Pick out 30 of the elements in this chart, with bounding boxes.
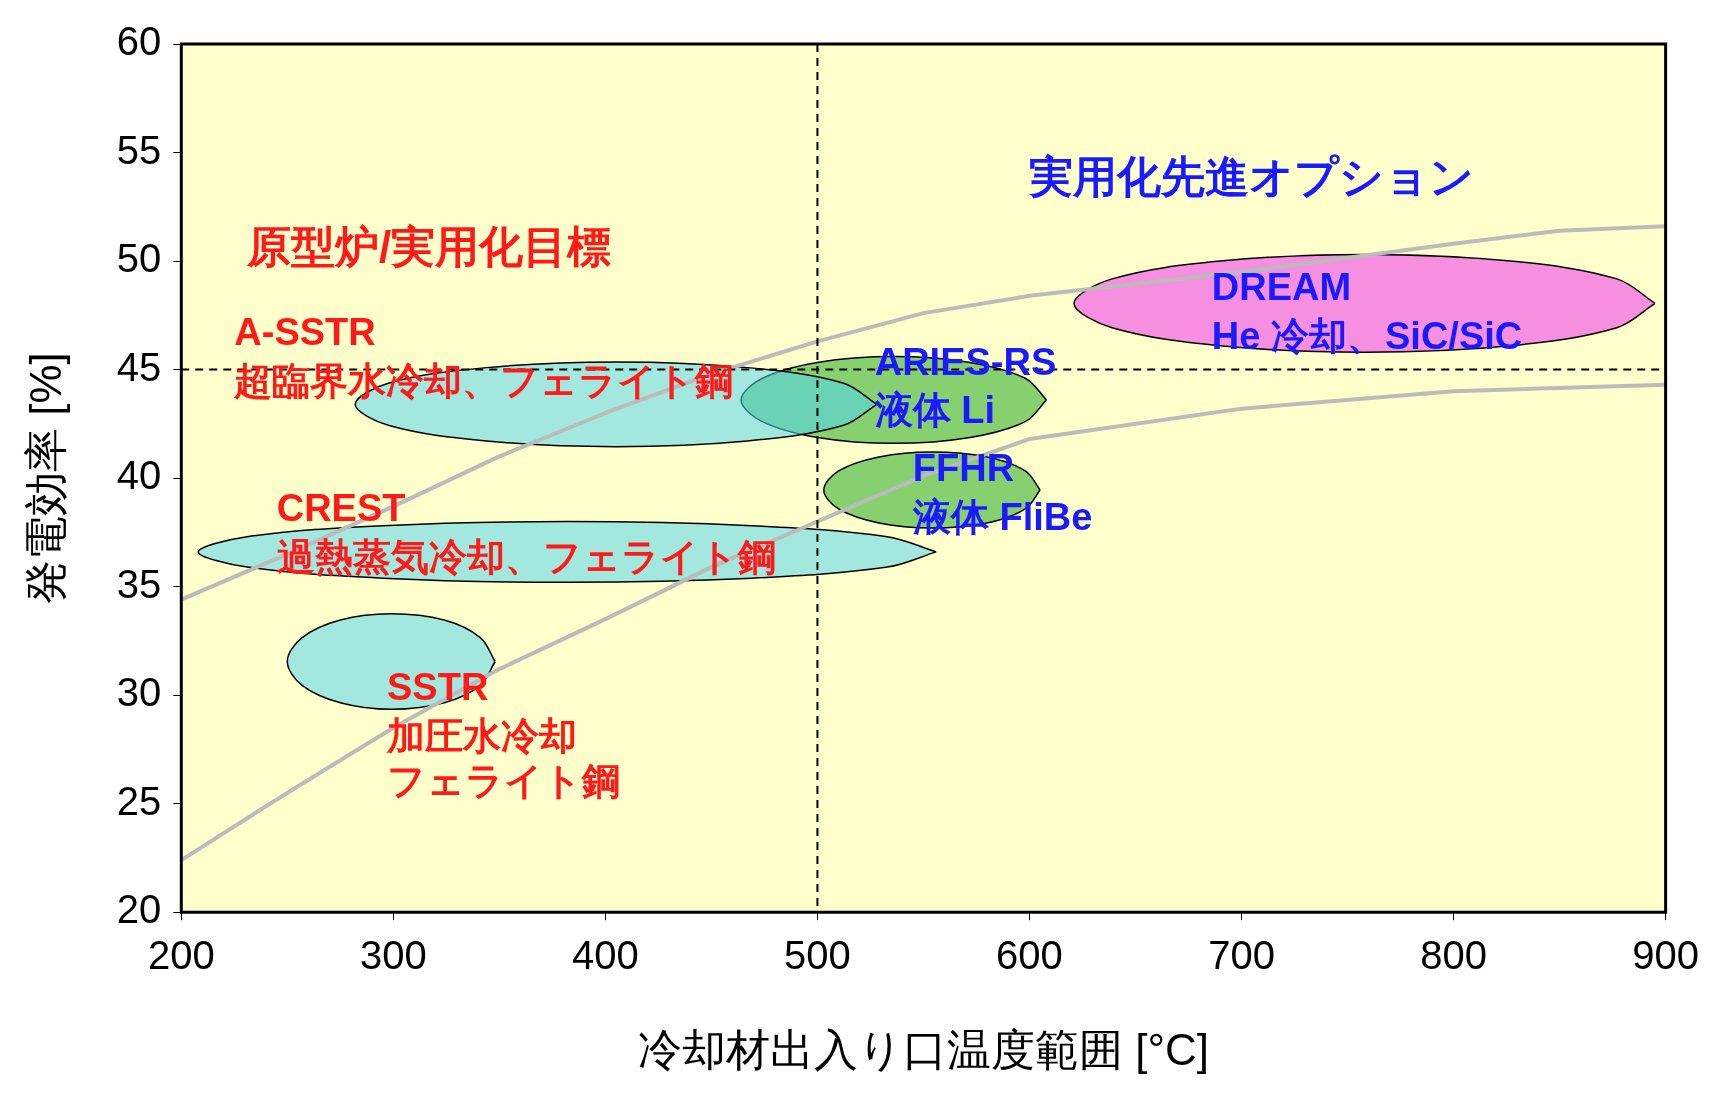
x-tick-label: 500 [784, 933, 851, 978]
x-tick-label: 700 [1208, 933, 1275, 978]
annotation: 液体 Li [873, 389, 996, 432]
annotation: He 冷却、SiC/SiC [1211, 314, 1523, 357]
x-tick-label: 300 [359, 933, 427, 978]
annotation: 原型炉/実用化目標 [246, 222, 612, 272]
annotation: 加圧水冷却フェライト鋼 [385, 715, 620, 803]
annotation: DREAM [1211, 265, 1352, 308]
y-tick-label: 50 [116, 236, 162, 281]
x-tick-label: 800 [1420, 933, 1487, 978]
y-tick-label: 60 [116, 19, 162, 64]
annotation: 実用化先進オプション [1028, 151, 1475, 201]
y-tick-label: 35 [116, 561, 162, 606]
y-tick-label: 45 [116, 344, 162, 389]
y-tick-label: 30 [116, 670, 162, 715]
x-axis-title: 冷却材出入り口温度範囲 [°C] [637, 1024, 1209, 1074]
annotation: A-SSTR [234, 311, 376, 354]
y-tick-label: 40 [116, 453, 162, 498]
y-tick-label: 55 [116, 127, 162, 172]
y-tick-label: 20 [116, 887, 162, 932]
y-axis-title: 発電効率 [%] [20, 352, 70, 604]
y-tick-label: 25 [116, 778, 162, 823]
annotation: CREST [276, 487, 406, 530]
x-tick-label: 200 [147, 933, 215, 978]
x-tick-label: 900 [1632, 933, 1700, 978]
annotation: 過熱蒸気冷却、フェライト鋼 [276, 535, 776, 578]
annotation: FFHR [912, 446, 1015, 489]
annotation: ARIES-RS [874, 340, 1057, 383]
x-tick-label: 600 [996, 933, 1063, 978]
x-tick-label: 400 [572, 933, 639, 978]
